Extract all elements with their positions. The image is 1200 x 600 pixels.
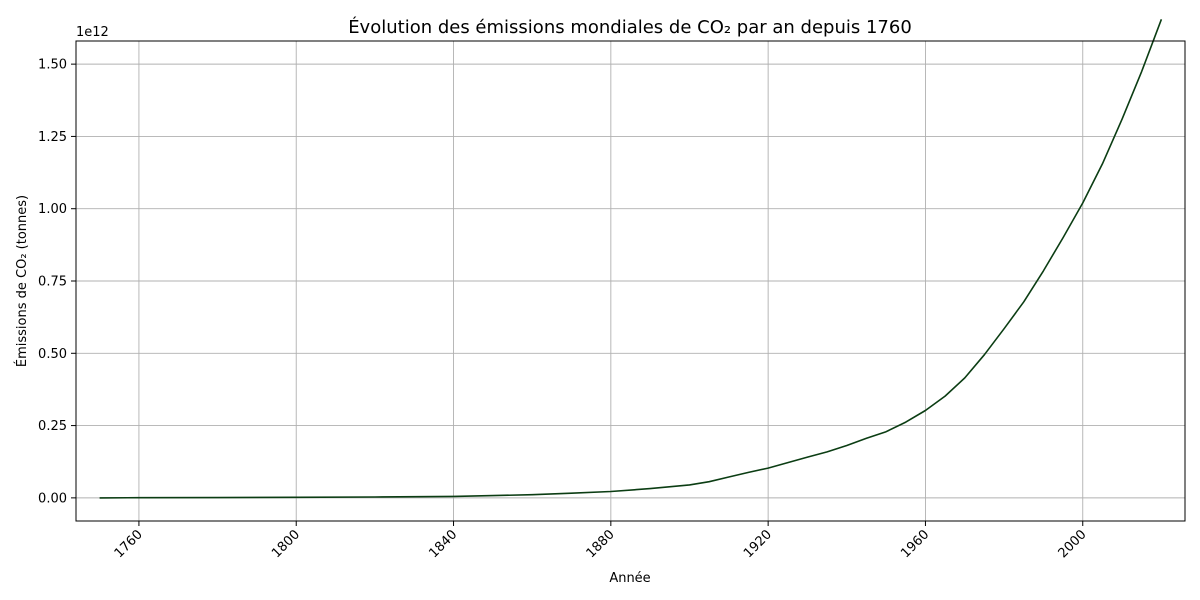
y-tick-label: 1.50 <box>38 58 67 73</box>
x-axis: 1760 1800 1840 1880 1920 1960 2000 <box>112 521 1090 561</box>
y-tick-label: 0.00 <box>38 491 67 506</box>
x-tick-label: 1840 <box>426 527 460 561</box>
x-tick-label: 1920 <box>741 527 775 561</box>
x-tick-label: 1880 <box>584 527 618 561</box>
chart-title: Évolution des émissions mondiales de CO₂… <box>348 16 912 38</box>
x-tick-label: 1760 <box>112 527 146 561</box>
y-axis-label: Émissions de CO₂ (tonnes) <box>14 195 30 367</box>
y-tick-label: 0.50 <box>38 347 67 362</box>
grid <box>76 41 1185 521</box>
x-tick-label: 1800 <box>269 527 303 561</box>
x-axis-label: Année <box>609 571 650 586</box>
x-tick-label: 2000 <box>1056 527 1090 561</box>
y-offset-label: 1e12 <box>76 25 109 40</box>
y-axis: 0.00 0.25 0.50 0.75 1.00 1.25 1.50 <box>38 58 76 506</box>
y-tick-label: 0.75 <box>38 275 67 290</box>
series-line-co2-emissions <box>99 19 1163 499</box>
series-layer <box>99 19 1163 499</box>
y-tick-label: 1.25 <box>38 130 67 145</box>
x-tick-label: 1960 <box>898 527 932 561</box>
y-tick-label: 0.25 <box>38 419 67 434</box>
y-tick-label: 1.00 <box>38 202 67 217</box>
